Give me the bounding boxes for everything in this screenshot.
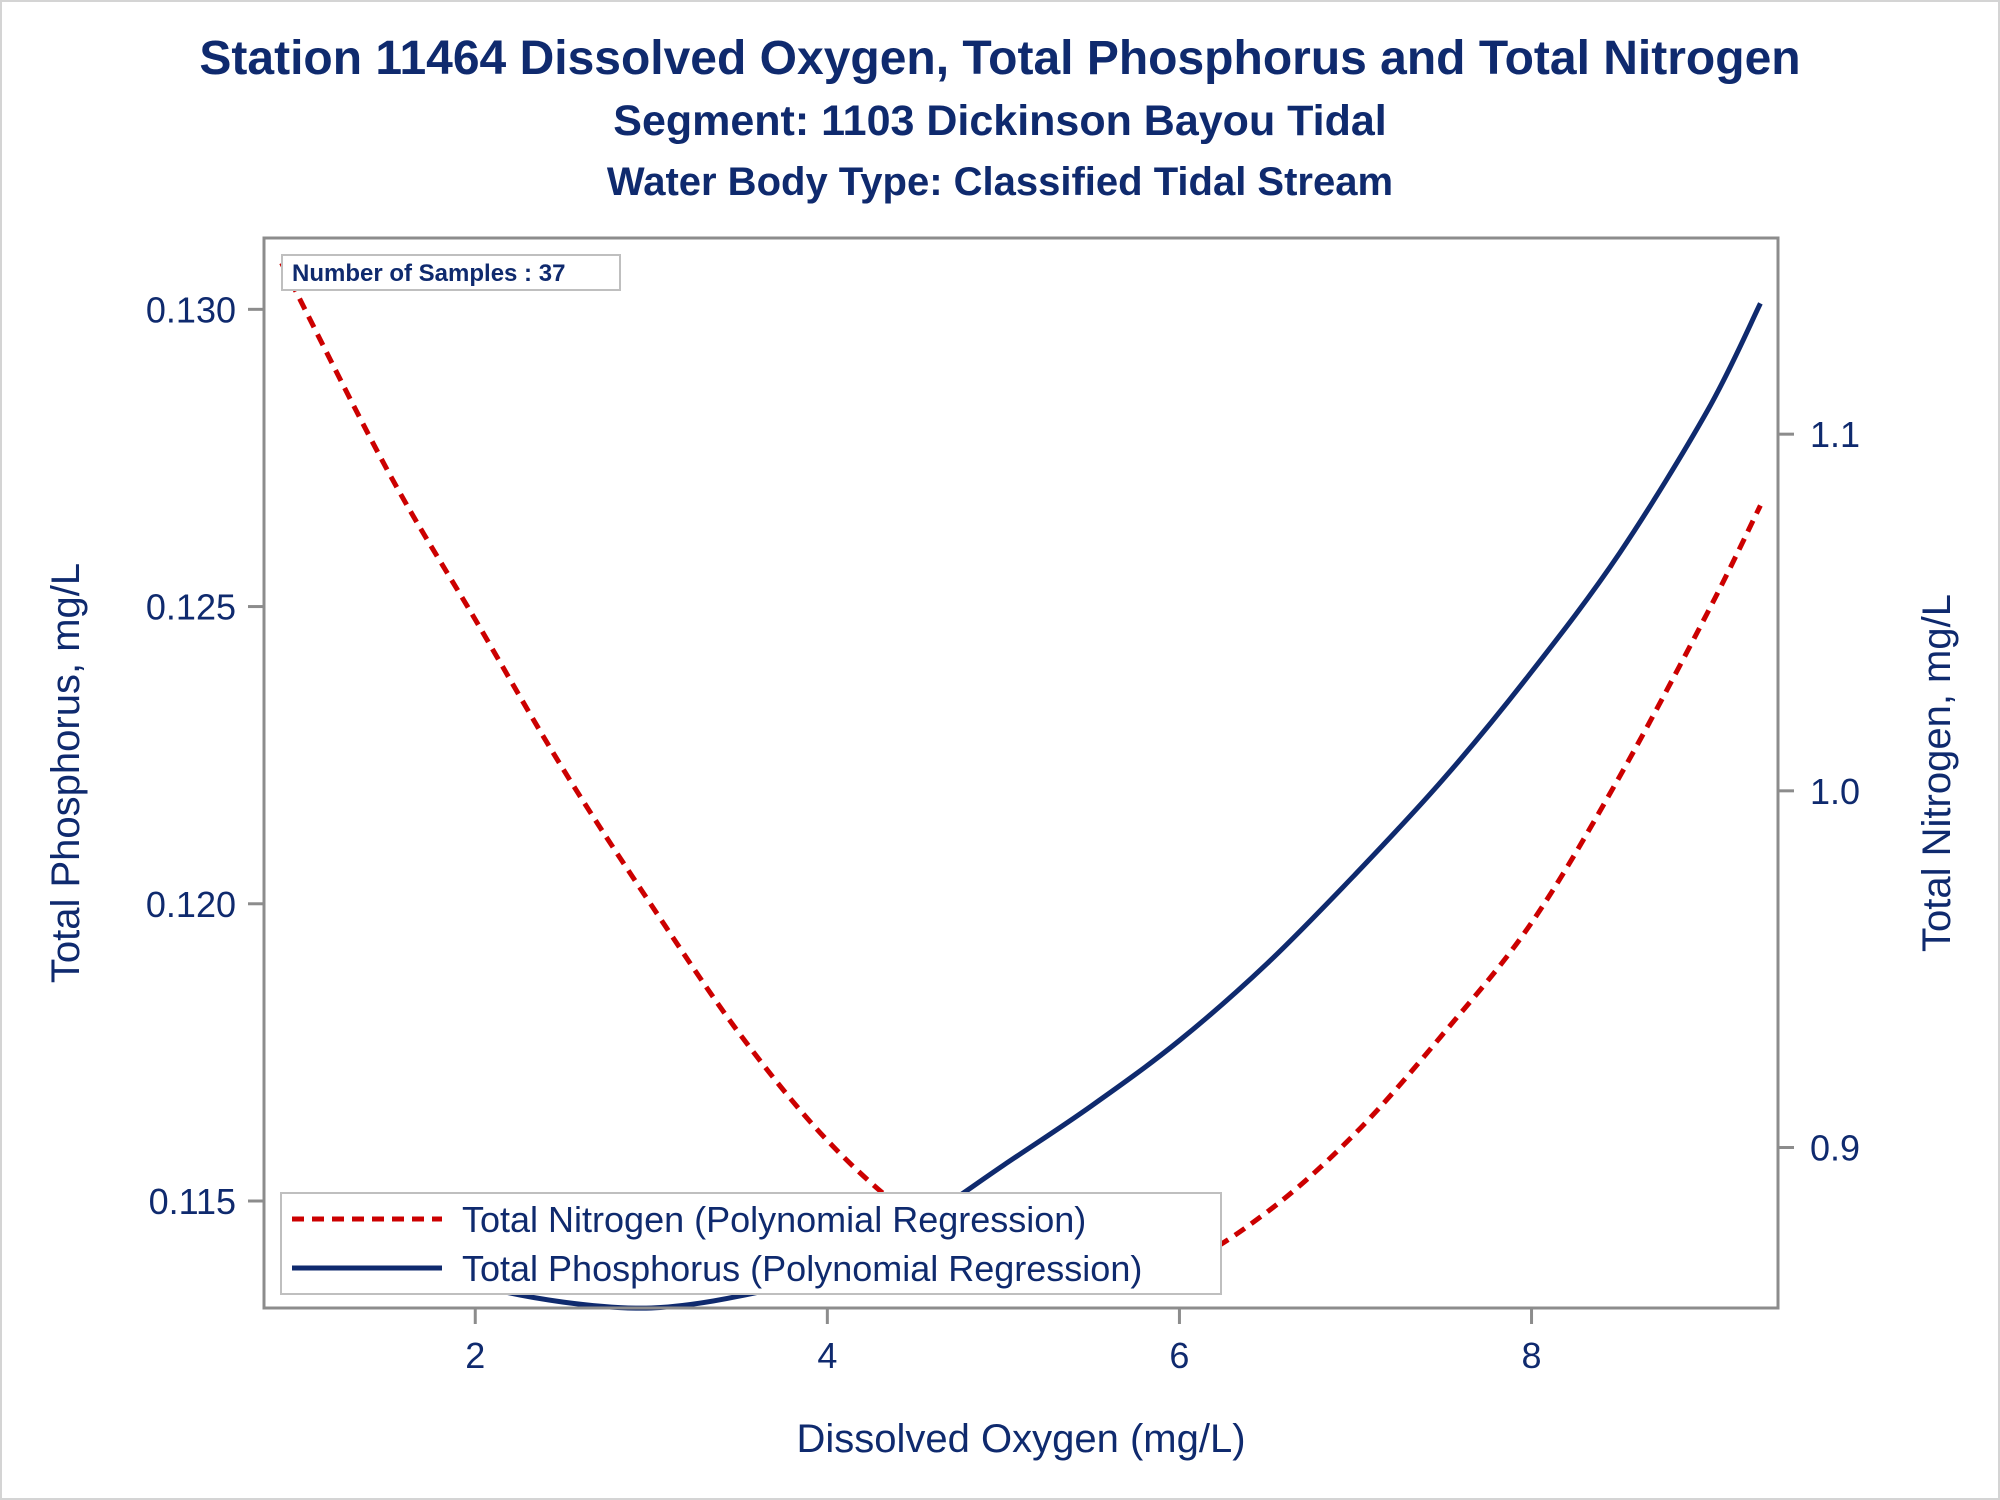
chart-subtitle-2: Water Body Type: Classified Tidal Stream xyxy=(606,160,1394,204)
legend-label-phosphorus: Total Phosphorus (Polynomial Regression) xyxy=(462,1248,1142,1289)
y-left-tick-label: 0.120 xyxy=(146,884,236,925)
legend-box xyxy=(280,1192,1222,1295)
y-axis-right: 0.9 1.0 1.1 xyxy=(1778,414,1860,1169)
chart-title: Station 11464 Dissolved Oxygen, Total Ph… xyxy=(199,32,1801,85)
y-left-tick-label: 0.125 xyxy=(146,587,236,628)
y-right-tick-label: 0.9 xyxy=(1810,1128,1860,1169)
y-left-tick-label: 0.130 xyxy=(146,289,236,330)
x-axis: 2 4 6 8 xyxy=(465,1308,1542,1376)
x-tick-label: 4 xyxy=(817,1335,837,1376)
series-line-nitrogen xyxy=(279,261,1763,1290)
legend: Total Nitrogen (Polynomial Regression) T… xyxy=(280,1192,1222,1295)
x-tick-label: 2 xyxy=(465,1335,485,1376)
series-line-phosphorus xyxy=(280,302,1763,1311)
sample-count-box: Number of Samples : 37 xyxy=(281,254,621,291)
y-left-tick-label: 0.115 xyxy=(149,1181,236,1222)
y-axis-left: 0.115 0.120 0.125 0.130 xyxy=(146,289,264,1222)
plot-area xyxy=(262,236,1780,1310)
y-right-tick-label: 1.0 xyxy=(1810,771,1860,812)
sample-count-text: Number of Samples : 37 xyxy=(292,260,565,287)
title-block: Station 11464 Dissolved Oxygen, Total Ph… xyxy=(0,28,2000,212)
y-right-tick-label: 1.1 xyxy=(1810,414,1860,455)
y-axis-right-label: Total Nitrogen, mg/L xyxy=(1915,594,1959,952)
y-axis-left-label: Total Phosphorus, mg/L xyxy=(44,563,88,983)
chart-subtitle: Segment: 1103 Dickinson Bayou Tidal xyxy=(613,97,1387,145)
x-tick-label: 6 xyxy=(1169,1335,1189,1376)
series-layer xyxy=(279,261,1763,1311)
legend-label-nitrogen: Total Nitrogen (Polynomial Regression) xyxy=(462,1199,1086,1240)
x-tick-label: 8 xyxy=(1522,1335,1542,1376)
x-axis-label: Dissolved Oxygen (mg/L) xyxy=(796,1417,1245,1461)
